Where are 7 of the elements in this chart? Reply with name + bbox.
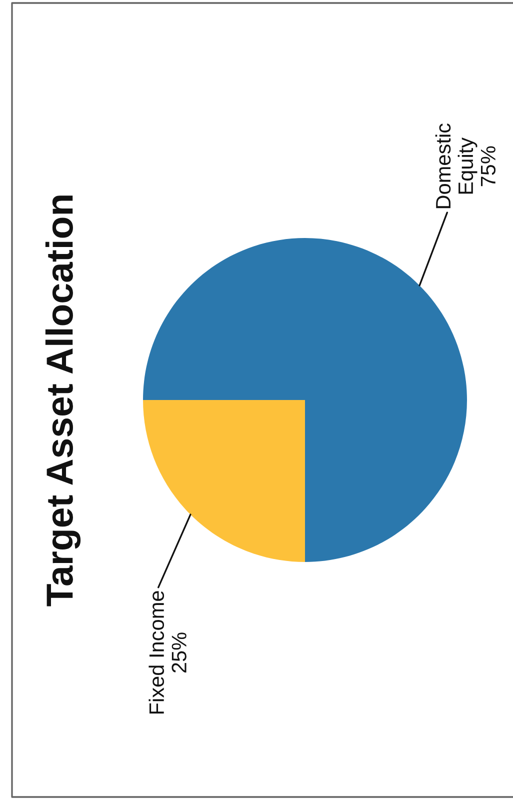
text: Target Asset Allocation	[45, 196, 81, 606]
slice-label: Domestic Equity	[435, 124, 478, 208]
data-label: 25%	[172, 632, 186, 673]
slice-label: Fixed Income	[148, 591, 164, 714]
data-label: 75%	[480, 146, 496, 186]
pie-slice	[143, 238, 467, 562]
pie-slice	[143, 400, 305, 562]
